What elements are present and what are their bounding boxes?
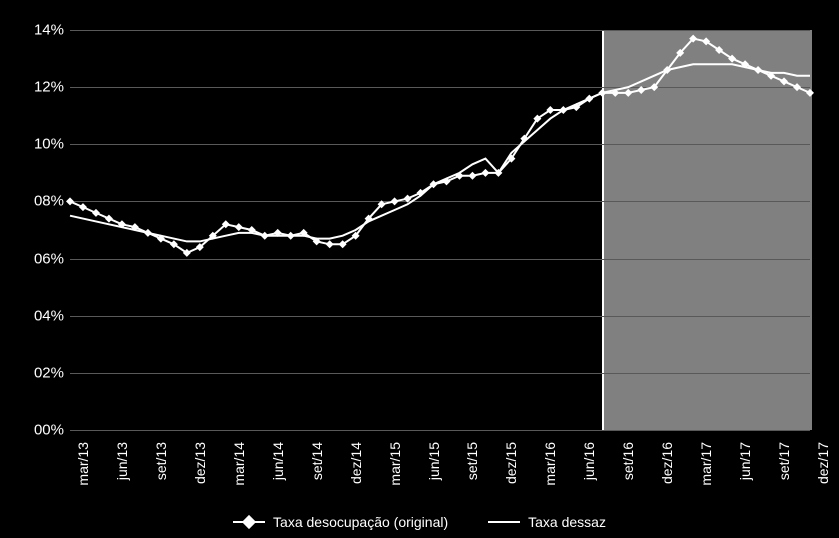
series-marker-original bbox=[66, 197, 74, 205]
series-marker-original bbox=[624, 89, 632, 97]
series-marker-original bbox=[780, 77, 788, 85]
x-tick-label: set/13 bbox=[153, 442, 169, 480]
y-tick-label: 02% bbox=[34, 364, 64, 381]
series-marker-original bbox=[391, 197, 399, 205]
x-tick-label: mar/13 bbox=[75, 442, 91, 486]
series-marker-original bbox=[105, 215, 113, 223]
x-tick-label: dez/16 bbox=[659, 442, 675, 484]
y-tick-label: 14% bbox=[34, 22, 64, 39]
legend-item-dessaz: Taxa dessaz bbox=[488, 514, 606, 530]
y-tick-label: 04% bbox=[34, 307, 64, 324]
y-tick-label: 08% bbox=[34, 193, 64, 210]
x-tick-label: jun/14 bbox=[270, 442, 286, 480]
x-tick-label: mar/15 bbox=[387, 442, 403, 486]
y-tick-label: 12% bbox=[34, 79, 64, 96]
legend-item-original: Taxa desocupação (original) bbox=[233, 514, 448, 530]
plot-area bbox=[70, 30, 810, 430]
x-tick-label: set/15 bbox=[464, 442, 480, 480]
x-tick-label: jun/13 bbox=[114, 442, 130, 480]
series-marker-original bbox=[235, 223, 243, 231]
x-tick-label: jun/17 bbox=[737, 442, 753, 480]
series-marker-original bbox=[92, 209, 100, 217]
series-line-dessaz bbox=[70, 64, 810, 241]
legend-label-original: Taxa desocupação (original) bbox=[273, 514, 448, 530]
x-tick-label: dez/15 bbox=[503, 442, 519, 484]
x-tick-label: dez/14 bbox=[348, 442, 364, 484]
series-marker-original bbox=[793, 83, 801, 91]
series-marker-original bbox=[637, 86, 645, 94]
y-tick-label: 00% bbox=[34, 422, 64, 439]
x-tick-label: set/14 bbox=[309, 442, 325, 480]
x-tick-label: mar/16 bbox=[542, 442, 558, 486]
x-tick-label: set/17 bbox=[776, 442, 792, 480]
x-tick-label: jun/15 bbox=[426, 442, 442, 480]
x-tick-label: dez/17 bbox=[815, 442, 831, 484]
x-axis-labels: mar/13 jun/13 set/13 dez/13 mar/14 jun/14 set/… bbox=[70, 438, 810, 498]
x-tick-label: set/16 bbox=[620, 442, 636, 480]
series-marker-original bbox=[326, 240, 334, 248]
legend-label-dessaz: Taxa dessaz bbox=[528, 514, 606, 530]
series-line-original bbox=[70, 39, 810, 253]
x-tick-label: dez/13 bbox=[192, 442, 208, 484]
series-marker-original bbox=[79, 203, 87, 211]
x-tick-label: mar/14 bbox=[231, 442, 247, 486]
y-tick-label: 10% bbox=[34, 136, 64, 153]
legend-line-icon bbox=[488, 521, 520, 523]
chart-container: 00% 02% 04% 06% 08% 10% 12% 14% mar/13 jun/13 set… bbox=[0, 0, 839, 538]
x-tick-label: jun/16 bbox=[581, 442, 597, 480]
legend-marker-diamond-icon bbox=[233, 521, 265, 523]
series-marker-original bbox=[468, 172, 476, 180]
grid-line bbox=[70, 430, 810, 431]
y-tick-label: 06% bbox=[34, 250, 64, 267]
series-marker-original bbox=[806, 89, 814, 97]
series-marker-original bbox=[481, 169, 489, 177]
x-tick-label: mar/17 bbox=[698, 442, 714, 486]
legend: Taxa desocupação (original) Taxa dessaz bbox=[0, 514, 839, 530]
series-layer bbox=[70, 30, 810, 430]
